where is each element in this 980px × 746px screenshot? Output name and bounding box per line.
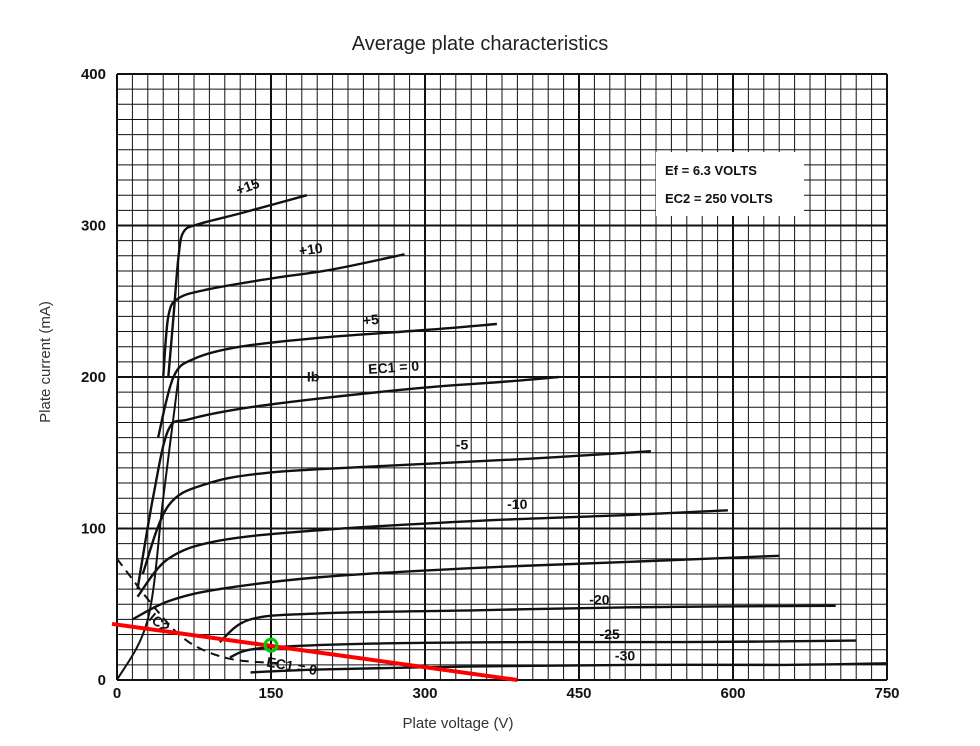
x-tick-label: 0 bbox=[113, 685, 121, 702]
curve-label-9: -30 bbox=[615, 647, 635, 663]
x-tick-label: 300 bbox=[412, 685, 437, 702]
legend-background bbox=[656, 152, 804, 216]
tick-labels: 0 150 300 450 600 750 0 100 200 300 400 bbox=[81, 66, 900, 702]
curve-label-11: EC1 = 0 bbox=[265, 654, 318, 679]
curve-label-8: -25 bbox=[600, 626, 620, 642]
curve-label-6: -10 bbox=[507, 496, 527, 512]
x-tick-label: 600 bbox=[720, 685, 745, 702]
x-tick-label: 450 bbox=[566, 685, 591, 702]
y-tick-label: 300 bbox=[81, 218, 106, 235]
y-tick-label: 100 bbox=[81, 521, 106, 538]
x-tick-label: 750 bbox=[874, 685, 899, 702]
operating-point-marker bbox=[263, 637, 279, 653]
x-axis-label: Plate voltage (V) bbox=[403, 715, 514, 732]
series-line-2 bbox=[156, 322, 497, 438]
curve-label-4: EC1 = 0 bbox=[368, 357, 420, 377]
y-tick-label: 0 bbox=[98, 672, 106, 689]
legend-box: Ef = 6.3 VOLTS EC2 = 250 VOLTS bbox=[656, 152, 804, 216]
series-line-6 bbox=[131, 554, 780, 621]
knee-envelope bbox=[116, 376, 180, 681]
legend-line-filament: Ef = 6.3 VOLTS bbox=[665, 163, 757, 178]
curve-label-2: +5 bbox=[362, 311, 380, 329]
series-line-0 bbox=[167, 194, 308, 378]
curve-label-3: Ib bbox=[307, 369, 319, 385]
series-line-1 bbox=[162, 253, 405, 378]
dashed-trace bbox=[116, 558, 282, 665]
load-line-overlay bbox=[111, 621, 518, 682]
series-line-9 bbox=[250, 662, 888, 674]
y-axis-label: Plate current (mA) bbox=[37, 301, 54, 423]
series-line-7 bbox=[218, 604, 836, 644]
load-line bbox=[111, 621, 518, 682]
curve-label-1: +10 bbox=[298, 240, 324, 259]
curve-label-7: -20 bbox=[589, 591, 609, 607]
legend-line-screen: EC2 = 250 VOLTS bbox=[665, 191, 773, 206]
y-tick-label: 200 bbox=[81, 369, 106, 386]
series-line-3 bbox=[136, 375, 559, 590]
series-line-4 bbox=[141, 450, 651, 575]
curve-label-5: -5 bbox=[456, 437, 469, 453]
curves bbox=[116, 194, 888, 681]
y-tick-label: 400 bbox=[81, 66, 106, 83]
x-tick-label: 150 bbox=[258, 685, 283, 702]
curve-label-0: +15 bbox=[234, 175, 262, 198]
series-line-5 bbox=[136, 509, 728, 598]
chart-title: Average plate characteristics bbox=[352, 33, 608, 55]
